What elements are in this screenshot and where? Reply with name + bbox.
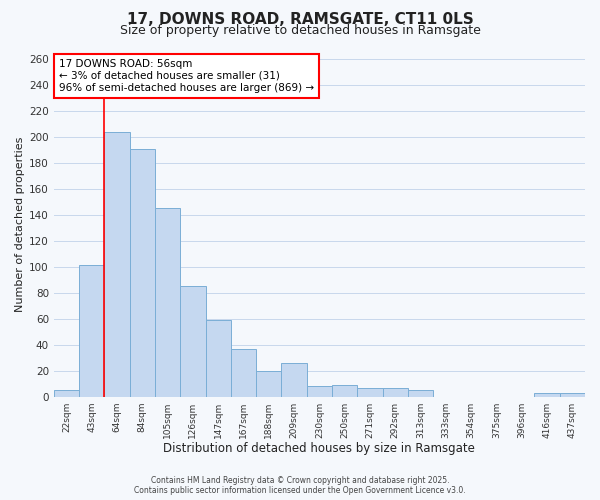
Text: Contains HM Land Registry data © Crown copyright and database right 2025.
Contai: Contains HM Land Registry data © Crown c… bbox=[134, 476, 466, 495]
Bar bbox=[281, 363, 307, 396]
Bar bbox=[408, 390, 433, 396]
Bar bbox=[307, 386, 332, 396]
Text: 17 DOWNS ROAD: 56sqm
← 3% of detached houses are smaller (31)
96% of semi-detach: 17 DOWNS ROAD: 56sqm ← 3% of detached ho… bbox=[59, 60, 314, 92]
Bar bbox=[130, 148, 155, 396]
Bar bbox=[79, 266, 104, 396]
Bar bbox=[383, 388, 408, 396]
Text: 17, DOWNS ROAD, RAMSGATE, CT11 0LS: 17, DOWNS ROAD, RAMSGATE, CT11 0LS bbox=[127, 12, 473, 28]
Bar bbox=[104, 132, 130, 396]
Bar bbox=[358, 388, 383, 396]
Y-axis label: Number of detached properties: Number of detached properties bbox=[15, 137, 25, 312]
Bar bbox=[180, 286, 206, 397]
Bar bbox=[535, 392, 560, 396]
Bar bbox=[332, 385, 358, 396]
Bar bbox=[206, 320, 231, 396]
Bar bbox=[155, 208, 180, 396]
Bar bbox=[231, 348, 256, 397]
X-axis label: Distribution of detached houses by size in Ramsgate: Distribution of detached houses by size … bbox=[163, 442, 475, 455]
Text: Size of property relative to detached houses in Ramsgate: Size of property relative to detached ho… bbox=[119, 24, 481, 37]
Bar bbox=[54, 390, 79, 396]
Bar bbox=[560, 392, 585, 396]
Bar bbox=[256, 370, 281, 396]
